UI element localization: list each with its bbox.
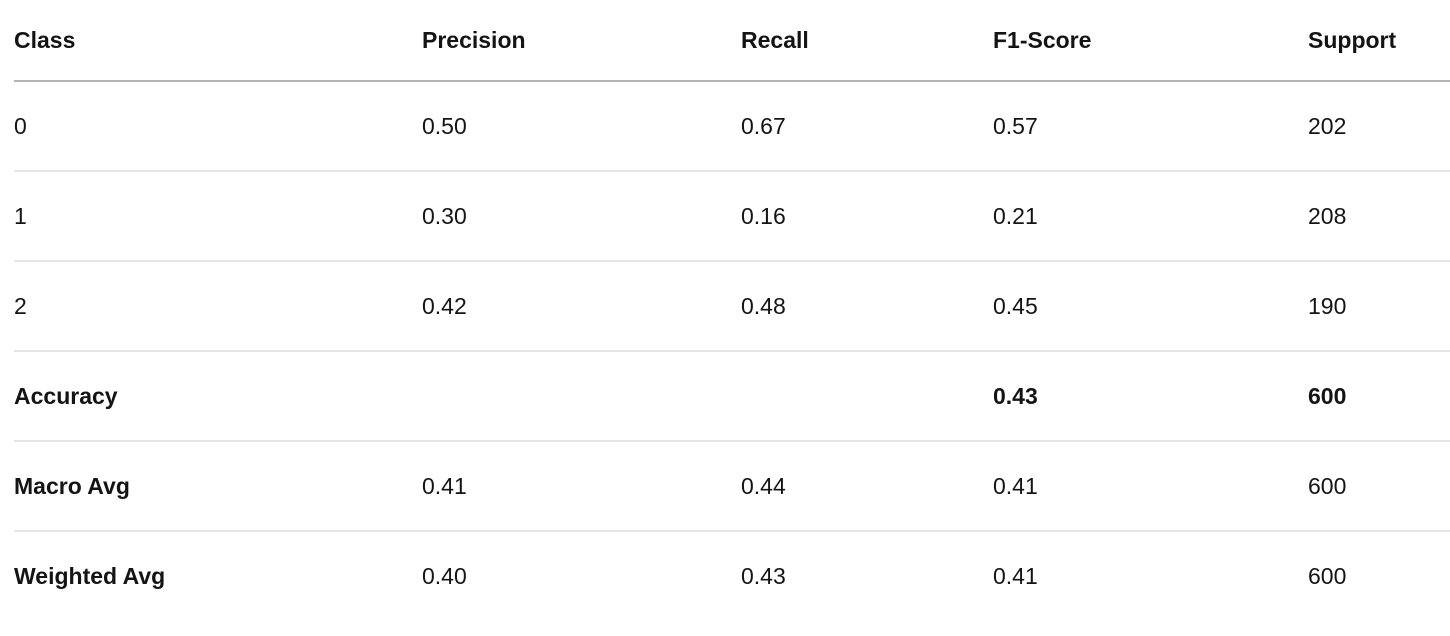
table-header-row: Class Precision Recall F1-Score Support — [14, 0, 1450, 82]
column-header-precision: Precision — [422, 0, 741, 82]
cell-row-label: Weighted Avg — [14, 563, 166, 589]
cell-precision: 0.30 — [422, 171, 741, 262]
cell-support: 600 — [1308, 351, 1450, 442]
cell-support: 208 — [1308, 171, 1450, 262]
column-header-class: Class — [14, 0, 422, 82]
cell-precision: 0.40 — [422, 563, 467, 589]
cell-recall — [741, 351, 993, 442]
cell-f1-score: 0.41 — [993, 441, 1308, 532]
cell-f1-score: 0.57 — [993, 81, 1308, 172]
cell-f1-score: 0.41 — [993, 563, 1038, 589]
cell-recall: 0.48 — [741, 261, 993, 352]
table-row-weighted-avg: Weighted Avg 0.40 0.43 0.41 600 — [14, 531, 1450, 621]
cell-f1-score: 0.43 — [993, 351, 1308, 442]
table-row-accuracy: Accuracy 0.43 600 — [14, 351, 1450, 442]
cell-support: 202 — [1308, 81, 1450, 172]
column-header-f1-score: F1-Score — [993, 0, 1308, 82]
cell-row-label: Accuracy — [14, 351, 422, 442]
cell-recall: 0.16 — [741, 171, 993, 262]
cell-support: 600 — [1308, 441, 1450, 532]
metrics-table: Class Precision Recall F1-Score Support … — [14, 0, 1450, 621]
cell-recall: 0.44 — [741, 441, 993, 532]
table-row-macro-avg: Macro Avg 0.41 0.44 0.41 600 — [14, 441, 1450, 532]
column-header-support: Support — [1308, 0, 1450, 82]
table-row-class-1: 1 0.30 0.16 0.21 208 — [14, 171, 1450, 262]
column-header-recall: Recall — [741, 0, 993, 82]
cell-precision: 0.41 — [422, 441, 741, 532]
cell-precision — [422, 351, 741, 442]
cell-precision: 0.50 — [422, 81, 741, 172]
cell-precision: 0.42 — [422, 261, 741, 352]
cell-class-label: 1 — [14, 171, 422, 262]
table-row-class-2: 2 0.42 0.48 0.45 190 — [14, 261, 1450, 352]
classification-report-table: Class Precision Recall F1-Score Support … — [14, 0, 1450, 621]
cell-f1-score: 0.45 — [993, 261, 1308, 352]
table-row-class-0: 0 0.50 0.67 0.57 202 — [14, 81, 1450, 172]
cell-recall: 0.43 — [741, 563, 786, 589]
cell-row-label: Macro Avg — [14, 441, 422, 532]
cell-class-label: 0 — [14, 81, 422, 172]
cell-support: 600 — [1308, 563, 1347, 589]
cell-f1-score: 0.21 — [993, 171, 1308, 262]
cell-support: 190 — [1308, 261, 1450, 352]
cell-class-label: 2 — [14, 261, 422, 352]
cell-recall: 0.67 — [741, 81, 993, 172]
